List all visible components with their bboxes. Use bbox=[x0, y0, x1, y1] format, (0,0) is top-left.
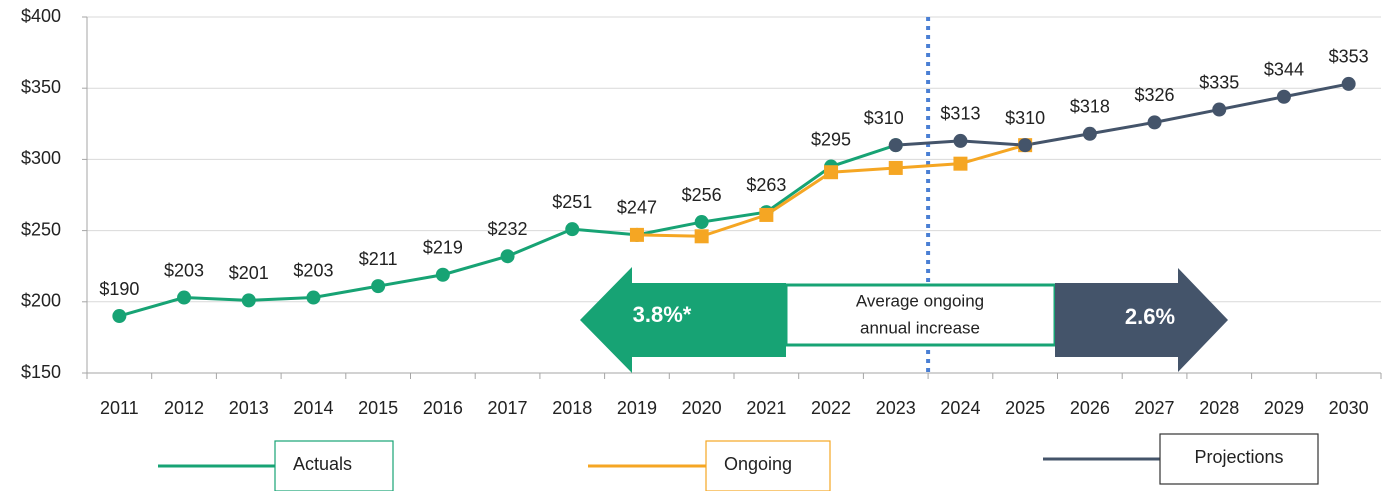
marker bbox=[629, 227, 644, 242]
x-tick-label: 2025 bbox=[1005, 398, 1045, 418]
data-label: $247 bbox=[617, 198, 657, 218]
marker bbox=[953, 133, 968, 148]
x-tick-label: 2026 bbox=[1070, 398, 1110, 418]
center-text: annual increase bbox=[860, 318, 980, 337]
x-tick-label: 2027 bbox=[1135, 398, 1175, 418]
data-label: $201 bbox=[229, 263, 269, 283]
left-rate: 3.8%* bbox=[633, 302, 692, 327]
data-label: $295 bbox=[811, 129, 851, 149]
marker bbox=[1147, 115, 1162, 130]
data-label: $335 bbox=[1199, 72, 1239, 92]
x-tick-label: 2023 bbox=[876, 398, 916, 418]
right-arrow bbox=[1055, 268, 1228, 372]
marker bbox=[435, 267, 450, 282]
marker bbox=[1276, 89, 1291, 104]
y-tick-label: $350 bbox=[21, 77, 61, 97]
marker bbox=[371, 279, 386, 294]
y-tick-label: $250 bbox=[21, 219, 61, 239]
marker bbox=[112, 309, 127, 324]
right-rate: 2.6% bbox=[1125, 304, 1175, 329]
data-label: $263 bbox=[746, 175, 786, 195]
y-tick-label: $300 bbox=[21, 148, 61, 168]
marker bbox=[177, 290, 192, 305]
marker bbox=[888, 138, 903, 153]
x-tick-label: 2028 bbox=[1199, 398, 1239, 418]
marker bbox=[500, 249, 515, 264]
marker bbox=[1082, 126, 1097, 141]
marker bbox=[759, 207, 774, 222]
data-label: $203 bbox=[293, 260, 333, 280]
x-tick-label: 2013 bbox=[229, 398, 269, 418]
y-tick-label: $150 bbox=[21, 362, 61, 382]
legend-label: Projections bbox=[1194, 447, 1283, 467]
marker bbox=[1018, 138, 1033, 153]
data-label: $219 bbox=[423, 237, 463, 257]
x-tick-label: 2012 bbox=[164, 398, 204, 418]
x-tick-label: 2029 bbox=[1264, 398, 1304, 418]
center-text: Average ongoing bbox=[856, 291, 984, 310]
x-tick-label: 2024 bbox=[940, 398, 980, 418]
x-tick-label: 2018 bbox=[552, 398, 592, 418]
legend-box bbox=[1159, 433, 1319, 485]
data-label: $211 bbox=[359, 249, 398, 269]
marker bbox=[694, 229, 709, 244]
left-arrow bbox=[580, 267, 786, 373]
marker bbox=[953, 156, 968, 171]
legend-box bbox=[274, 440, 394, 491]
x-tick-label: 2015 bbox=[358, 398, 398, 418]
center-box bbox=[784, 283, 1057, 347]
annotation-arrows: 3.8%* Average ongoing annual increase 2.… bbox=[580, 267, 1228, 373]
x-tick-label: 2022 bbox=[811, 398, 851, 418]
data-label: $344 bbox=[1264, 59, 1304, 79]
marker bbox=[824, 165, 839, 180]
marker bbox=[306, 290, 321, 305]
x-tick-label: 2017 bbox=[488, 398, 528, 418]
x-tick-label: 2030 bbox=[1329, 398, 1369, 418]
series-line bbox=[895, 82, 1349, 147]
x-tick-label: 2016 bbox=[423, 398, 463, 418]
x-tick-label: 2020 bbox=[682, 398, 722, 418]
x-tick-label: 2019 bbox=[617, 398, 657, 418]
y-tick-label: $400 bbox=[21, 6, 61, 26]
data-label: $251 bbox=[552, 192, 592, 212]
x-tick-label: 2011 bbox=[100, 398, 139, 418]
data-label: $326 bbox=[1135, 85, 1175, 105]
data-label: $310 bbox=[864, 108, 904, 128]
data-label: $310 bbox=[1005, 108, 1045, 128]
plot-background bbox=[82, 16, 1382, 379]
legend-label: Ongoing bbox=[724, 454, 792, 474]
y-tick-label: $200 bbox=[21, 291, 61, 311]
marker bbox=[565, 222, 580, 237]
legend-box bbox=[705, 440, 831, 491]
marker bbox=[694, 215, 709, 230]
marker bbox=[888, 160, 903, 175]
x-tick-label: 2021 bbox=[746, 398, 786, 418]
data-label: $353 bbox=[1329, 47, 1369, 67]
data-label: $190 bbox=[99, 279, 139, 299]
data-label: $313 bbox=[940, 104, 980, 124]
data-label: $203 bbox=[164, 260, 204, 280]
legend-label: Actuals bbox=[293, 454, 352, 474]
data-label: $318 bbox=[1070, 97, 1110, 117]
data-label: $256 bbox=[682, 185, 722, 205]
x-tick-label: 2014 bbox=[293, 398, 333, 418]
data-label: $232 bbox=[488, 219, 528, 239]
marker bbox=[241, 293, 256, 308]
marker bbox=[1212, 102, 1227, 117]
marker bbox=[1341, 76, 1356, 91]
